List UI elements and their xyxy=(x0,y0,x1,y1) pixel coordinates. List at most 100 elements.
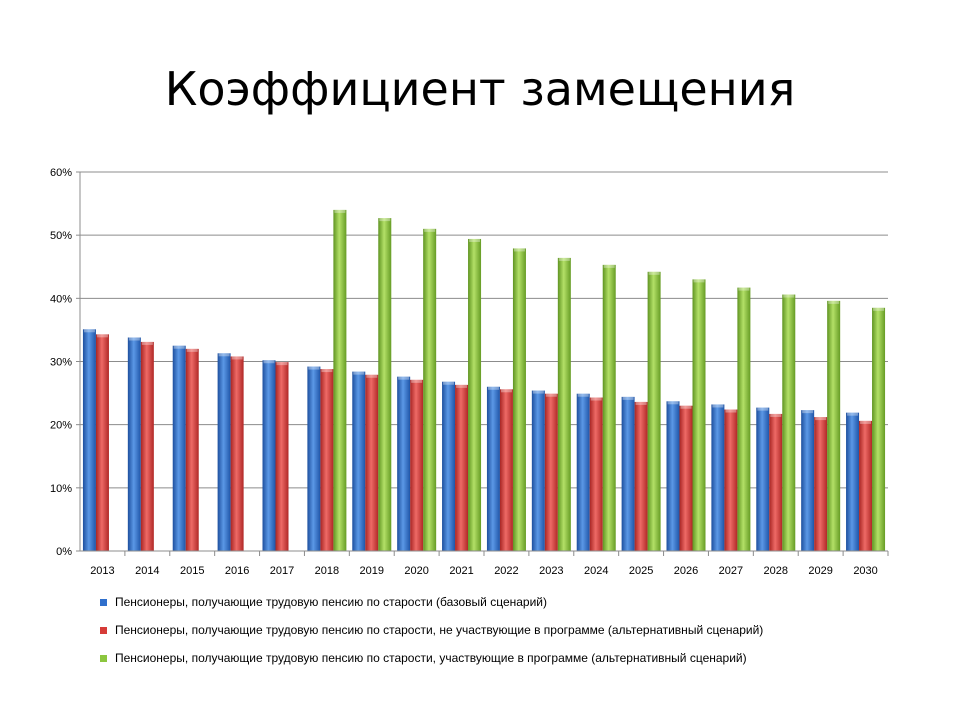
bar-series-2-2027 xyxy=(724,409,738,551)
bar-series-2-2025 xyxy=(634,401,648,551)
bar-highlight xyxy=(218,353,230,357)
bar-series-1-2013 xyxy=(82,329,96,551)
bar-series-2-2018 xyxy=(320,369,334,551)
bar-highlight xyxy=(712,404,724,408)
x-tick-label: 2024 xyxy=(584,565,608,577)
bar-highlight xyxy=(783,294,795,298)
bar-highlight xyxy=(545,393,557,397)
bar-highlight xyxy=(680,405,692,409)
bar-highlight xyxy=(757,407,769,411)
bar-highlight xyxy=(96,334,108,338)
bar-series-2-2015 xyxy=(185,348,199,551)
bar-series-3-2021 xyxy=(468,238,482,551)
bar-series-1-2021 xyxy=(442,381,456,551)
slide-title: Коэффициент замещения xyxy=(164,62,796,116)
bar-series-1-2024 xyxy=(576,393,590,551)
x-tick-label: 2025 xyxy=(629,565,653,577)
x-tick-label: 2016 xyxy=(225,565,249,577)
bar-highlight xyxy=(738,287,750,291)
bar-highlight xyxy=(141,341,153,345)
bar-series-1-2019 xyxy=(352,371,366,551)
bar-highlight xyxy=(398,376,410,380)
bar-series-3-2028 xyxy=(782,294,796,551)
bar-series-1-2016 xyxy=(217,353,231,551)
bar-series-1-2020 xyxy=(397,376,411,551)
bar-series-3-2019 xyxy=(378,218,392,551)
bar-highlight xyxy=(815,417,827,421)
bar-series-3-2024 xyxy=(602,264,616,551)
x-tick-label: 2017 xyxy=(270,565,294,577)
bar-series-3-2018 xyxy=(333,209,347,551)
bar-series-2-2019 xyxy=(365,374,379,551)
bar-series-1-2015 xyxy=(172,345,186,551)
bar-series-2-2016 xyxy=(230,356,244,551)
legend-item-non-participants: Пенсионеры, получающие трудовую пенсию п… xyxy=(100,622,940,638)
x-tick-label: 2021 xyxy=(449,565,473,577)
bar-highlight xyxy=(603,264,615,268)
bar-series-3-2029 xyxy=(827,300,841,551)
bar-highlight xyxy=(379,218,391,222)
bar-series-3-2025 xyxy=(647,271,661,551)
bar-highlight xyxy=(411,379,423,383)
x-tick-label: 2028 xyxy=(764,565,788,577)
bar-series-2-2024 xyxy=(589,397,603,551)
bar-highlight xyxy=(577,393,589,397)
bar-highlight xyxy=(802,410,814,414)
bar-series-3-2023 xyxy=(557,257,571,551)
x-tick-label: 2029 xyxy=(808,565,832,577)
bar-highlight xyxy=(500,389,512,393)
legend-swatch-red xyxy=(100,626,107,634)
bar-series-3-2027 xyxy=(737,287,751,551)
x-tick-label: 2027 xyxy=(719,565,743,577)
bar-highlight xyxy=(443,381,455,385)
bar-highlight xyxy=(693,279,705,283)
x-tick-label: 2015 xyxy=(180,565,204,577)
bar-series-2-2023 xyxy=(544,393,558,551)
y-tick-label: 40% xyxy=(50,293,72,305)
x-tick-label: 2014 xyxy=(135,565,159,577)
bar-series-2-2029 xyxy=(814,417,828,551)
bar-series-1-2026 xyxy=(666,401,680,551)
legend-label-base: Пенсионеры, получающие трудовую пенсию п… xyxy=(115,595,548,609)
bar-highlight xyxy=(847,412,859,416)
bar-highlight xyxy=(186,348,198,352)
bar-highlight xyxy=(667,401,679,405)
bar-highlight xyxy=(83,329,95,333)
bar-series-2-2030 xyxy=(859,420,873,551)
bar-series-1-2025 xyxy=(621,396,635,551)
bar-highlight xyxy=(469,238,481,242)
bar-series-2-2020 xyxy=(410,379,424,551)
bar-series-3-2030 xyxy=(872,307,886,551)
bar-highlight xyxy=(487,386,499,390)
bar-highlight xyxy=(173,345,185,349)
legend-label-participants: Пенсионеры, получающие трудовую пенсию п… xyxy=(115,651,747,665)
bar-series-2-2014 xyxy=(140,341,154,551)
bar-highlight xyxy=(353,371,365,375)
legend-label-non-participants: Пенсионеры, получающие трудовую пенсию п… xyxy=(115,623,764,637)
y-tick-label: 10% xyxy=(50,483,72,495)
bar-highlight xyxy=(321,369,333,373)
bar-series-1-2028 xyxy=(756,407,770,551)
bar-series-2-2013 xyxy=(95,334,109,551)
chart-legend: Пенсионеры, получающие трудовую пенсию п… xyxy=(100,594,940,678)
bar-highlight xyxy=(590,397,602,401)
bar-highlight xyxy=(828,300,840,304)
legend-swatch-blue xyxy=(100,598,107,606)
bar-series-1-2030 xyxy=(846,412,860,551)
bar-series-2-2026 xyxy=(679,405,693,551)
bar-series-1-2017 xyxy=(262,360,276,551)
bar-highlight xyxy=(770,413,782,417)
x-tick-label: 2018 xyxy=(315,565,339,577)
bar-highlight xyxy=(622,396,634,400)
y-tick-label: 0% xyxy=(56,546,72,558)
bar-highlight xyxy=(231,356,243,360)
bar-highlight xyxy=(424,228,436,232)
bar-series-3-2022 xyxy=(512,248,526,551)
x-tick-label: 2023 xyxy=(539,565,563,577)
bar-highlight xyxy=(532,390,544,394)
x-tick-label: 2022 xyxy=(494,565,518,577)
bar-highlight xyxy=(513,248,525,252)
y-tick-label: 20% xyxy=(50,420,72,432)
x-tick-label: 2013 xyxy=(90,565,114,577)
bar-highlight xyxy=(558,257,570,261)
